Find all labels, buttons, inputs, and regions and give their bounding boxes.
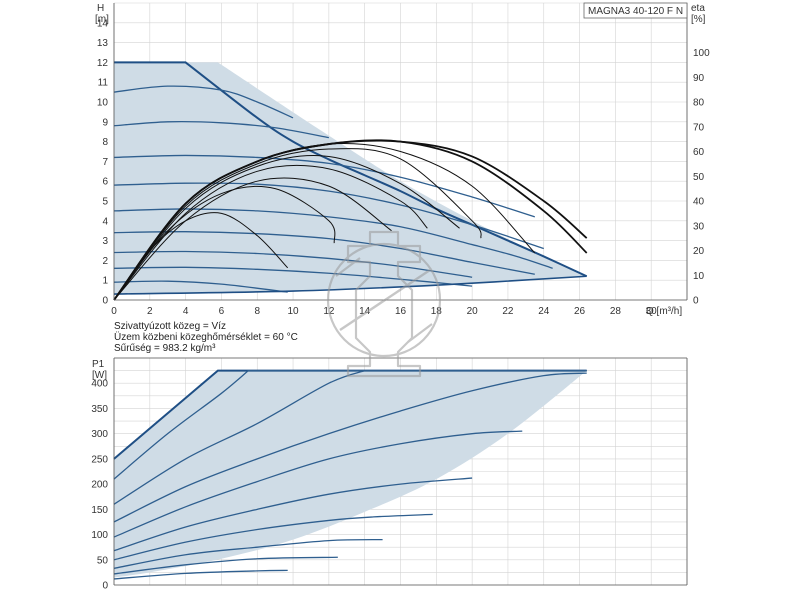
qh-head-curve-2 [113, 85, 294, 119]
qh-x-axis-label: Q [m³/h] [646, 306, 682, 317]
qh-y2-tick-label: 100 [693, 48, 710, 59]
qh-x-tick-label: 8 [254, 306, 260, 317]
qh-y2-tick-label: 20 [693, 246, 705, 257]
qh-x-tick-label: 18 [431, 306, 443, 317]
qh-efficiency-curve-5 [113, 155, 460, 301]
qh-efficiency-curve-6 [113, 148, 482, 301]
qh-x-tick-label: 22 [502, 306, 514, 317]
p1-y-tick-label: 300 [91, 429, 108, 440]
qh-y2-tick-label: 90 [693, 73, 705, 84]
qh-y-axis-label-line2: [m] [95, 14, 109, 25]
qh-x-tick-label: 16 [395, 306, 407, 317]
qh-y2-tick-label: 0 [693, 296, 699, 307]
qh-x-tick-label: 2 [147, 306, 153, 317]
qh-head-curve-8 [113, 250, 473, 278]
p1-y-tick-label: 400 [91, 379, 108, 390]
p1-operating-envelope [114, 370, 587, 578]
qh-y-tick-label: 5 [102, 197, 108, 208]
p1-y-axis-label-line2: [W] [92, 370, 107, 381]
qh-y2-tick-label: 40 [693, 197, 705, 208]
fluid-temperature-line: Üzem közbeni közeghőmérséklet = 60 °C [114, 331, 298, 343]
model-title-box: MAGNA3 40-120 F N [583, 2, 688, 19]
p1-power-curve-2 [113, 369, 587, 480]
qh-y-tick-label: 11 [98, 78, 109, 89]
p1-y-tick-label: 150 [91, 505, 108, 516]
qh-y-tick-label: 9 [102, 117, 108, 128]
qh-efficiency-curves [113, 139, 588, 301]
p1-power-curve-4 [113, 372, 587, 523]
qh-x-tick-label: 20 [467, 306, 479, 317]
qh-head-curve-4 [113, 154, 535, 218]
qh-head-curve-10 [113, 280, 288, 293]
qh-y-tick-label: 14 [97, 18, 109, 29]
qh-y-tick-label: 10 [97, 98, 109, 109]
qh-x-tick-label: 30 [646, 306, 658, 317]
qh-y-tick-label: 4 [102, 216, 108, 227]
pipe-fitting-watermark-icon [326, 230, 442, 378]
p1-power-curve-8 [113, 538, 383, 569]
p1-power-curve-7 [113, 513, 433, 561]
qh-head-curves [113, 61, 588, 295]
p1-y-tick-label: 50 [97, 555, 109, 566]
p1-power-curve-5 [113, 430, 523, 538]
qh-x-tick-label: 10 [288, 306, 300, 317]
p1-power-curve-10 [113, 569, 288, 580]
p1-envelope-area [114, 370, 587, 578]
p1-y-tick-label: 350 [91, 404, 108, 415]
qh-envelope-lower-edge [113, 275, 587, 295]
qh-y2-tick-label: 80 [693, 98, 705, 109]
fluid-medium-line: Szivattyúzott közeg = Víz [114, 321, 226, 332]
p1-axes: 0 50 100 150 200 250 300 350 400 [91, 357, 688, 592]
qh-y2-axis-label-line1: eta [691, 3, 705, 14]
qh-y-tick-label: 6 [102, 177, 108, 188]
qh-y2-tick-label: 30 [693, 221, 705, 232]
qh-operating-envelope [114, 62, 587, 301]
qh-y2-tick-label: 50 [693, 172, 705, 183]
qh-x-tick-label: 24 [538, 306, 550, 317]
qh-head-curve-6 [113, 208, 553, 269]
qh-y-tick-label: 8 [102, 137, 108, 148]
p1-y-tick-label: 0 [102, 581, 108, 592]
qh-y2-tick-label: 70 [693, 122, 705, 133]
qh-y-tick-label: 2 [102, 256, 108, 267]
p1-y-tick-label: 200 [91, 480, 108, 491]
qh-y-tick-label: 0 [102, 296, 108, 307]
qh-y-tick-label: 3 [102, 236, 108, 247]
qh-efficiency-curve-9 [113, 139, 588, 301]
p1-power-curve-9 [113, 556, 338, 575]
qh-y2-axis-label-line2: [%] [691, 14, 706, 25]
qh-y-tick-label: 13 [97, 38, 109, 49]
qh-y-tick-label: 1 [102, 276, 108, 287]
p1-y-tick-label: 100 [91, 530, 108, 541]
qh-y-axis-label-line1: H [97, 3, 104, 14]
model-title: MAGNA3 40-120 F N [588, 6, 683, 17]
p1-power-curves [113, 369, 587, 580]
p1-power-curve-6 [113, 477, 473, 552]
qh-y2-tick-label: 10 [693, 271, 705, 282]
qh-efficiency-curve-4 [113, 164, 428, 301]
qh-head-curve-9 [113, 266, 473, 287]
qh-x-tick-label: 26 [574, 306, 586, 317]
qh-head-curve-5 [113, 182, 544, 250]
qh-envelope-area [114, 62, 587, 301]
qh-x-tick-label: 4 [183, 306, 189, 317]
qh-y2-tick-label: 60 [693, 147, 705, 158]
qh-head-curve-7 [113, 231, 535, 275]
qh-x-tick-label: 6 [219, 306, 225, 317]
p1-power-curve-3 [113, 369, 587, 505]
qh-y-tick-label: 12 [97, 58, 109, 69]
fluid-density-line: Sűrűség = 983.2 kg/m³ [114, 343, 216, 354]
qh-y-tick-label: 7 [102, 157, 108, 168]
qh-head-curve-1 [114, 61, 588, 278]
qh-x-tick-label: 14 [359, 306, 371, 317]
qh-efficiency-curve-3 [113, 177, 392, 301]
qh-x-tick-label: 28 [610, 306, 622, 317]
p1-y-tick-label: 250 [91, 454, 108, 465]
qh-head-curve-3 [113, 120, 329, 139]
p1-y-axis-label-line1: P1 [92, 359, 105, 370]
qh-x-tick-label: 0 [111, 306, 117, 317]
